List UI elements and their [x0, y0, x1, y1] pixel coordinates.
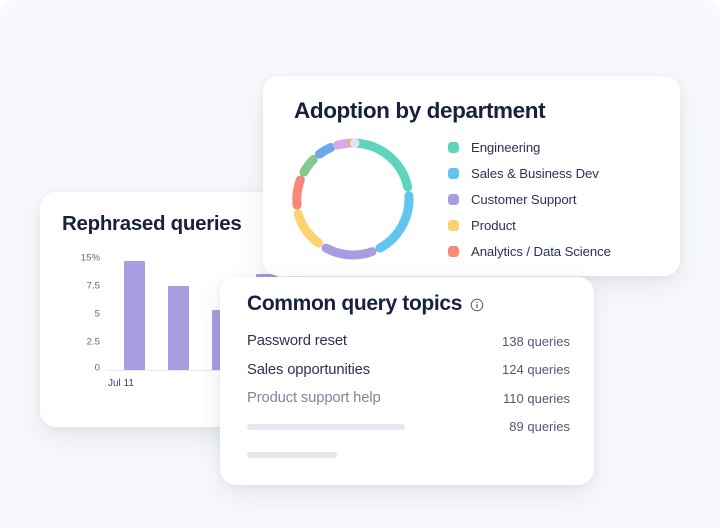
- topic-name-placeholder: [247, 452, 337, 459]
- donut-segment-sales-business-dev[interactable]: [375, 191, 414, 253]
- legend-item-customer-support[interactable]: Customer Support: [448, 186, 663, 212]
- topic-row: [247, 441, 570, 470]
- legend-label: Sales & Business Dev: [471, 165, 599, 181]
- legend-label: Engineering: [471, 139, 541, 155]
- y-axis-tick: 2.5: [86, 336, 100, 348]
- topic-row: 89 queries: [247, 413, 570, 442]
- bar-chart-bar[interactable]: [124, 261, 145, 370]
- legend-label: Analytics / Data Science: [471, 243, 611, 259]
- y-axis-tick: 15%: [80, 252, 100, 264]
- adoption-legend: Engineering Sales & Business Dev Custome…: [448, 134, 663, 264]
- topic-count: 89 queries: [509, 419, 570, 435]
- adoption-donut-chart: [283, 134, 423, 264]
- legend-swatch-icon: [448, 193, 459, 205]
- legend-label: Customer Support: [471, 191, 577, 207]
- legend-swatch-icon: [448, 245, 459, 257]
- donut-segment-analytics-data-science[interactable]: [292, 175, 305, 210]
- legend-swatch-icon: [448, 219, 459, 231]
- rephrased-queries-title: Rephrased queries: [62, 212, 242, 235]
- legend-label: Product: [471, 217, 516, 233]
- topic-name: Product support help: [247, 390, 381, 407]
- topic-name: Sales opportunities: [247, 361, 371, 378]
- donut-svg: [292, 138, 414, 260]
- legend-swatch-icon: [448, 167, 459, 179]
- common-query-topics-title-text: Common query topics: [247, 292, 463, 315]
- y-axis-tick: 0: [94, 362, 100, 374]
- topics-list: Password reset 138 queries Sales opportu…: [247, 327, 570, 470]
- topic-row[interactable]: Product support help 110 queries: [247, 384, 570, 413]
- donut-segment-other-a[interactable]: [299, 154, 318, 177]
- info-circle-glyph: [470, 298, 484, 312]
- donut-segment-other-b[interactable]: [315, 143, 336, 159]
- topic-name: Password reset: [247, 333, 347, 350]
- adoption-card-title: Adoption by department: [294, 98, 546, 123]
- topic-count: 138 queries: [502, 333, 570, 349]
- legend-item-engineering[interactable]: Engineering: [448, 134, 663, 160]
- legend-swatch-icon: [448, 141, 459, 153]
- info-circle-icon[interactable]: [470, 298, 484, 312]
- bar-chart-bar[interactable]: [168, 286, 189, 370]
- donut-segment-engineering[interactable]: [351, 138, 413, 192]
- bar-chart-x-tick: Jul 11: [108, 378, 134, 389]
- common-query-topics-title: Common query topics: [247, 292, 484, 316]
- topic-count: 110 queries: [503, 390, 570, 406]
- legend-item-product[interactable]: Product: [448, 212, 663, 238]
- common-query-topics-card: Common query topics Password reset 138 q…: [220, 277, 594, 485]
- topic-name-placeholder: [247, 423, 405, 430]
- adoption-by-department-card: Adoption by department: [263, 76, 680, 276]
- y-axis-tick: 5: [94, 308, 100, 320]
- legend-item-sales-business-dev[interactable]: Sales & Business Dev: [448, 160, 663, 186]
- y-axis-tick: 7.5: [86, 280, 100, 292]
- legend-item-analytics-data-science[interactable]: Analytics / Data Science: [448, 238, 663, 264]
- donut-segment-customer-support[interactable]: [321, 243, 377, 260]
- bar-chart-y-axis: 15% 7.5 5 2.5 0: [62, 252, 100, 374]
- donut-segment-other-c[interactable]: [333, 138, 353, 150]
- topic-count: 124 queries: [502, 362, 570, 378]
- topic-row[interactable]: Sales opportunities 124 queries: [247, 356, 570, 385]
- donut-segment-product[interactable]: [293, 209, 323, 248]
- topic-row[interactable]: Password reset 138 queries: [247, 327, 570, 356]
